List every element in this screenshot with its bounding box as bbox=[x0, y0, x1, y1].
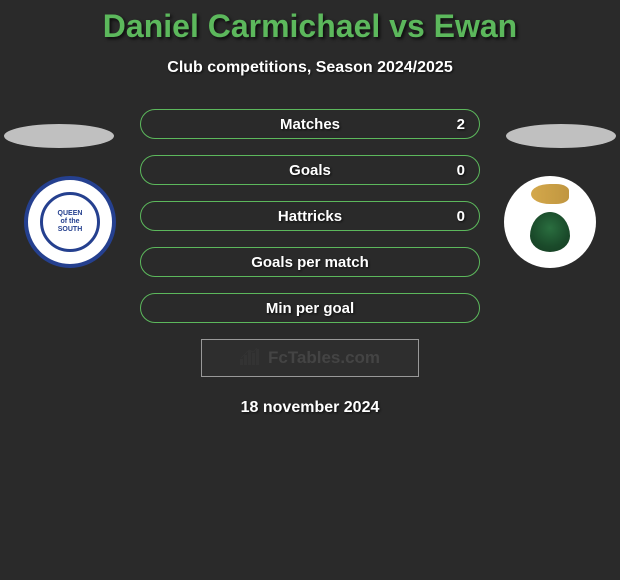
stat-label: Matches bbox=[280, 116, 340, 133]
stats-list: Matches 2 Goals 0 Hattricks 0 Goals per … bbox=[0, 109, 620, 323]
barchart-icon bbox=[240, 347, 262, 370]
stat-value: 0 bbox=[457, 208, 465, 225]
subtitle: Club competitions, Season 2024/2025 bbox=[0, 59, 620, 77]
stat-row-goals-per-match: Goals per match bbox=[140, 247, 480, 277]
stat-label: Goals per match bbox=[251, 254, 369, 271]
page-title: Daniel Carmichael vs Ewan bbox=[0, 0, 620, 45]
stat-row-min-per-goal: Min per goal bbox=[140, 293, 480, 323]
stat-label: Goals bbox=[289, 162, 331, 179]
attribution-box: FcTables.com bbox=[201, 339, 419, 377]
stat-label: Min per goal bbox=[266, 300, 354, 317]
stat-value: 2 bbox=[457, 116, 465, 133]
stat-label: Hattricks bbox=[278, 208, 342, 225]
stat-row-goals: Goals 0 bbox=[140, 155, 480, 185]
attribution-text: FcTables.com bbox=[268, 348, 380, 368]
stat-row-hattricks: Hattricks 0 bbox=[140, 201, 480, 231]
stat-row-matches: Matches 2 bbox=[140, 109, 480, 139]
stat-value: 0 bbox=[457, 162, 465, 179]
date-text: 18 november 2024 bbox=[0, 399, 620, 417]
